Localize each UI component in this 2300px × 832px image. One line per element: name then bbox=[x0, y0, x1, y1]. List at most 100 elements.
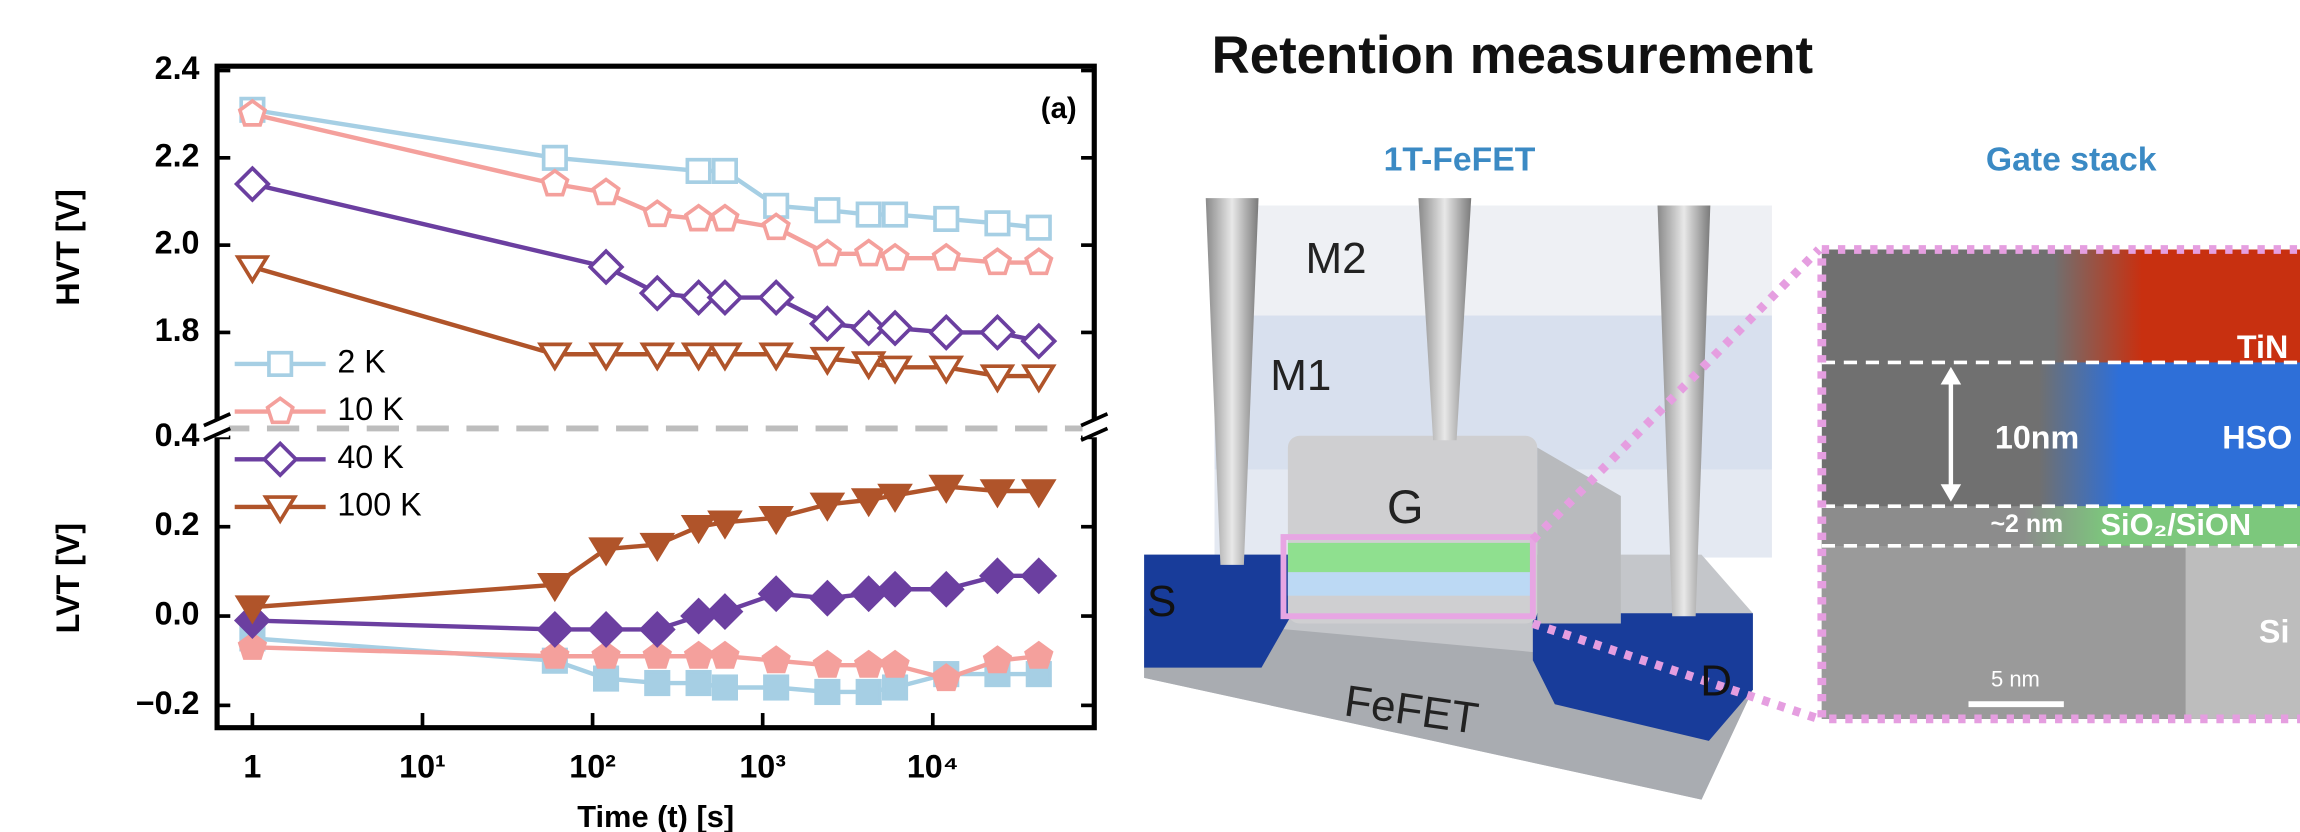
marker bbox=[927, 570, 965, 608]
marker bbox=[1020, 322, 1058, 360]
label: TiN bbox=[2237, 329, 2288, 365]
marker bbox=[680, 597, 718, 635]
via bbox=[1657, 205, 1711, 617]
legend-label: 2 K bbox=[337, 343, 386, 379]
marker bbox=[855, 201, 882, 228]
marker bbox=[928, 355, 965, 385]
y-tick-label: 1.8 bbox=[155, 312, 200, 348]
marker bbox=[644, 669, 671, 697]
marker bbox=[680, 514, 717, 545]
marker bbox=[537, 573, 573, 603]
label: 10nm bbox=[1995, 420, 2079, 456]
marker bbox=[588, 537, 624, 567]
marker bbox=[933, 205, 960, 232]
marker bbox=[261, 440, 299, 478]
marker bbox=[853, 649, 884, 678]
marker bbox=[812, 238, 843, 267]
marker bbox=[639, 532, 676, 562]
source-region bbox=[1144, 554, 1291, 668]
marker bbox=[758, 342, 794, 372]
marker bbox=[642, 640, 672, 669]
marker bbox=[591, 640, 621, 669]
marker bbox=[711, 157, 739, 184]
marker bbox=[638, 611, 676, 648]
marker bbox=[707, 510, 743, 540]
marker bbox=[680, 279, 718, 316]
marker bbox=[683, 640, 714, 669]
marker bbox=[853, 238, 884, 267]
marker bbox=[685, 157, 712, 184]
label: M2 bbox=[1305, 234, 1366, 283]
x-tick-label: 10² bbox=[569, 748, 616, 784]
marker bbox=[267, 350, 294, 377]
marker bbox=[880, 649, 910, 678]
marker bbox=[758, 506, 794, 536]
legend-label: 40 K bbox=[337, 439, 404, 475]
marker bbox=[540, 168, 570, 197]
marker bbox=[1024, 247, 1054, 276]
marker bbox=[234, 255, 271, 285]
series-line bbox=[251, 112, 1039, 265]
marker bbox=[979, 479, 1016, 509]
panel-label: (a) bbox=[1041, 92, 1077, 125]
interlayer bbox=[1287, 572, 1532, 596]
marker bbox=[761, 212, 791, 241]
marker bbox=[593, 665, 620, 692]
marker bbox=[685, 669, 712, 697]
y-tick-label: 0.4 bbox=[155, 417, 200, 453]
marker bbox=[809, 346, 846, 377]
marker bbox=[237, 98, 268, 127]
si-layer bbox=[2185, 545, 2300, 719]
label: G bbox=[1387, 481, 1424, 533]
axis-frame bbox=[214, 428, 1097, 731]
label: Si bbox=[2259, 613, 2290, 649]
y-tick-label: 2.4 bbox=[155, 50, 200, 86]
y-tick-label: 2.2 bbox=[155, 137, 200, 173]
marker bbox=[591, 177, 621, 206]
label: ~2 nm bbox=[1990, 510, 2063, 538]
via bbox=[1418, 198, 1472, 441]
break-mark bbox=[1080, 426, 1109, 442]
marker bbox=[814, 678, 841, 706]
x-tick-label: 10⁴ bbox=[907, 748, 959, 784]
subtitle: Gate stack bbox=[1986, 140, 2157, 178]
marker bbox=[982, 247, 1013, 276]
marker bbox=[540, 640, 570, 669]
marker bbox=[587, 248, 625, 286]
marker bbox=[855, 678, 882, 706]
marker bbox=[850, 309, 888, 347]
x-tick-label: 10³ bbox=[739, 748, 786, 784]
marker bbox=[880, 242, 910, 271]
marker bbox=[808, 305, 846, 343]
marker bbox=[761, 645, 791, 674]
device-diagram: M2 M1 G S D FeFET bbox=[1144, 198, 1823, 800]
marker bbox=[706, 593, 744, 631]
marker bbox=[931, 242, 961, 271]
legend-label: 10 K bbox=[337, 391, 404, 427]
label: S bbox=[1147, 577, 1176, 626]
marker bbox=[812, 649, 843, 678]
marker bbox=[1025, 214, 1052, 241]
via bbox=[1205, 198, 1259, 565]
y-axis-label: LVT [V] bbox=[50, 523, 86, 634]
marker bbox=[237, 631, 268, 660]
drain-region bbox=[1532, 613, 1753, 741]
x-tick-label: 1 bbox=[243, 748, 261, 784]
marker bbox=[757, 279, 795, 316]
x-axis-label: Time (t) [s] bbox=[577, 799, 734, 832]
marker bbox=[1020, 364, 1057, 394]
marker bbox=[680, 342, 717, 372]
x-tick-label: 10¹ bbox=[399, 748, 446, 784]
arrow-head bbox=[1940, 484, 1962, 502]
chart: 1.8 2.0 2.2 2.4 HVT [V] (a) 2 K 10 K 40 K 100 K −0… bbox=[50, 50, 1109, 832]
marker bbox=[710, 203, 740, 232]
marker bbox=[683, 203, 714, 232]
marker bbox=[809, 492, 846, 522]
marker bbox=[638, 274, 676, 312]
marker bbox=[642, 199, 672, 228]
marker bbox=[706, 279, 744, 316]
arrow-head bbox=[1940, 366, 1962, 385]
break-mark bbox=[203, 426, 232, 442]
marker bbox=[763, 674, 790, 701]
marker bbox=[1024, 640, 1054, 669]
